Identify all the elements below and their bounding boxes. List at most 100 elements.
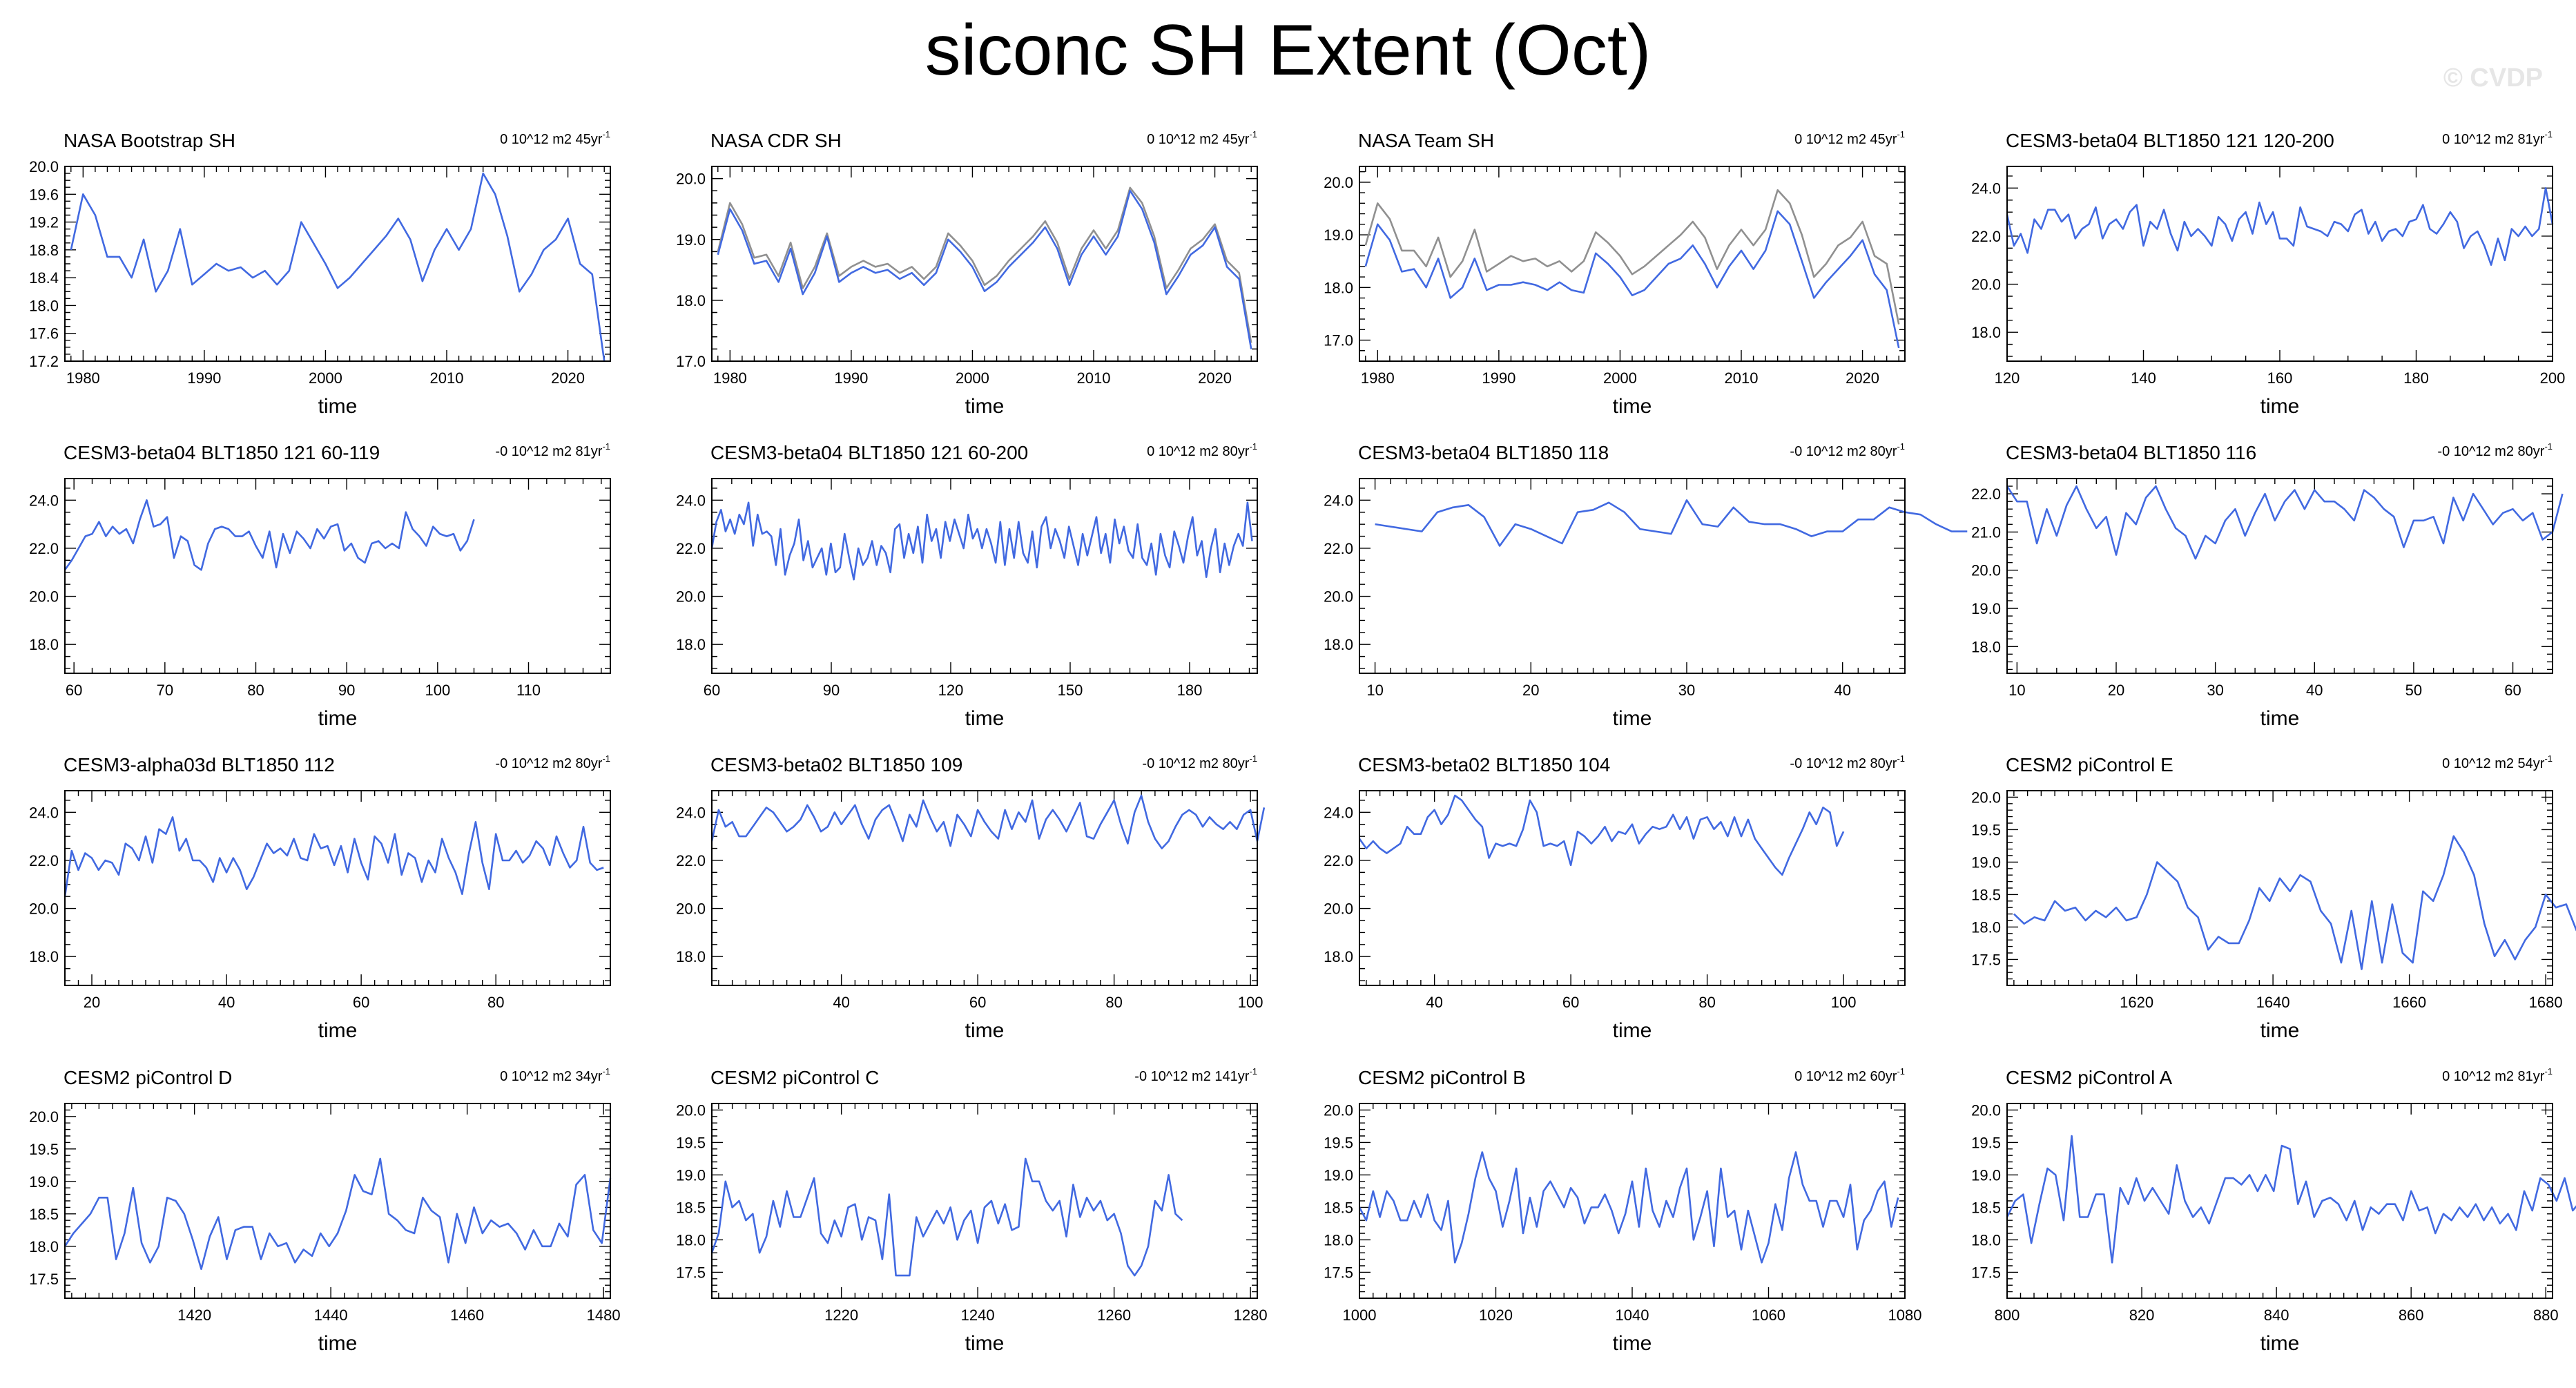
panel-1: NASA Bootstrap SH 0 10^12 m2 45yr-1 17.2 17… <box>29 129 611 418</box>
x-tick-label: 120 <box>938 682 964 699</box>
x-tick-label: 100 <box>425 682 450 699</box>
x-axis-label: time <box>2260 707 2300 730</box>
y-tick-label: 18.5 <box>1971 1199 2001 1216</box>
panel-trend: -0 10^12 m2 80yr-1 <box>495 753 610 771</box>
panel-trend: -0 10^12 m2 80yr-1 <box>1790 753 1905 771</box>
x-axis-label: time <box>965 707 1005 730</box>
panel-trend: 0 10^12 m2 81yr-1 <box>2442 1066 2553 1084</box>
panel-6: CESM3-beta04 BLT1850 121 60-200 0 10^12 m… <box>676 441 1258 730</box>
panel-12: CESM2 piControl E 0 10^12 m2 54yr-1 17.5 18… <box>1971 753 2576 1042</box>
x-tick-label: 2000 <box>309 369 342 387</box>
y-tick-label: 19.6 <box>29 186 59 203</box>
panel-trend: -0 10^12 m2 141yr-1 <box>1134 1066 1257 1084</box>
x-tick-label: 1060 <box>1752 1307 1785 1324</box>
y-tick-label: 22.0 <box>676 852 706 869</box>
y-tick-label: 20.0 <box>676 171 706 188</box>
x-tick-label: 860 <box>2399 1307 2424 1324</box>
panel-title: NASA Bootstrap SH <box>64 130 235 151</box>
x-tick-label: 1000 <box>1343 1307 1377 1324</box>
panel-4: CESM3-beta04 BLT1850 121 120-200 0 10^12 … <box>1971 129 2565 418</box>
y-tick-label: 18.5 <box>1324 1199 1353 1216</box>
y-tick-label: 20.0 <box>1324 1101 1353 1119</box>
plot-frame <box>2006 166 2553 362</box>
x-tick-label: 10 <box>1366 682 1383 699</box>
x-tick-label: 100 <box>1831 994 1857 1011</box>
y-tick-label: 17.6 <box>29 325 59 343</box>
x-tick-label: 1680 <box>2529 994 2563 1011</box>
y-tick-label: 22.0 <box>1324 852 1353 869</box>
y-tick-label: 18.0 <box>29 636 59 653</box>
y-tick-label: 17.0 <box>1324 332 1353 349</box>
y-tick-label: 22.0 <box>1324 540 1353 557</box>
panel-trend: 0 10^12 m2 45yr-1 <box>1794 129 1905 147</box>
y-tick-label: 18.0 <box>1324 636 1353 653</box>
y-tick-label: 20.0 <box>29 900 59 918</box>
series-line <box>710 501 1253 581</box>
x-tick-label: 160 <box>2267 369 2293 387</box>
x-axis-label: time <box>965 395 1005 418</box>
y-tick-label: 18.8 <box>29 242 59 259</box>
y-tick-label: 22.0 <box>29 540 59 557</box>
series-line <box>64 499 475 571</box>
x-tick-label: 40 <box>218 994 235 1011</box>
tick-marks <box>2007 790 2553 986</box>
tick-marks <box>2006 166 2553 361</box>
y-tick-label: 18.0 <box>29 1238 59 1255</box>
plot-frame <box>1359 1103 1906 1299</box>
panel-9: CESM3-alpha03d BLT1850 112 -0 10^12 m2 80… <box>29 753 611 1042</box>
panel-title: CESM3-beta02 BLT1850 109 <box>710 754 962 775</box>
y-tick-label: 17.5 <box>1971 951 2001 968</box>
panel-trend: 0 10^12 m2 81yr-1 <box>2442 129 2553 147</box>
series-line <box>1364 210 1900 349</box>
y-tick-label: 18.0 <box>1971 918 2001 936</box>
x-tick-label: 80 <box>247 682 264 699</box>
series-line <box>710 1157 1183 1277</box>
plot-frame <box>64 478 611 674</box>
panel-title: NASA CDR SH <box>710 130 842 151</box>
y-tick-label: 19.0 <box>1324 1166 1353 1184</box>
plot-frame <box>64 790 611 986</box>
x-tick-label: 90 <box>823 682 840 699</box>
x-tick-label: 1240 <box>961 1307 995 1324</box>
x-tick-label: 90 <box>338 682 355 699</box>
y-tick-label: 18.0 <box>676 1231 706 1249</box>
y-tick-label: 22.0 <box>1971 228 2001 245</box>
panel-14: CESM2 piControl C -0 10^12 m2 141yr-1 17.5… <box>676 1066 1267 1355</box>
plot-frame <box>711 166 1258 362</box>
y-tick-label: 19.0 <box>1324 226 1353 244</box>
series-line <box>1358 794 1845 876</box>
y-tick-label: 24.0 <box>1324 492 1353 509</box>
x-tick-label: 1990 <box>834 369 868 387</box>
panel-trend: -0 10^12 m2 80yr-1 <box>1790 441 1905 459</box>
tick-marks <box>712 1103 1257 1299</box>
y-tick-label: 19.0 <box>676 1166 706 1184</box>
x-tick-label: 80 <box>1105 994 1122 1011</box>
tick-marks <box>712 791 1257 985</box>
series-line <box>710 794 1266 849</box>
y-tick-label: 18.0 <box>1971 638 2001 655</box>
x-tick-label: 1020 <box>1479 1307 1513 1324</box>
y-tick-label: 20.0 <box>1971 789 2001 806</box>
axis-ticks <box>2007 790 2553 986</box>
tick-marks <box>711 479 1257 673</box>
plot-frame <box>2006 1103 2553 1299</box>
x-axis-label: time <box>2260 1332 2300 1355</box>
y-tick-label: 24.0 <box>1971 180 2001 197</box>
series-line <box>1375 499 1968 547</box>
x-tick-label: 1280 <box>1234 1307 1268 1324</box>
y-tick-label: 17.5 <box>1971 1264 2001 1281</box>
x-tick-label: 2000 <box>1603 369 1637 387</box>
y-tick-label: 20.0 <box>29 158 59 175</box>
x-axis-label: time <box>1613 1019 1652 1042</box>
x-tick-label: 2000 <box>956 369 989 387</box>
x-tick-label: 1480 <box>587 1307 621 1324</box>
x-axis-label: time <box>1613 1332 1652 1355</box>
y-tick-label: 19.5 <box>29 1141 59 1158</box>
series-line <box>1358 1151 1899 1264</box>
x-tick-label: 1260 <box>1097 1307 1131 1324</box>
tick-marks <box>65 479 610 673</box>
y-tick-label: 24.0 <box>29 492 59 509</box>
x-tick-label: 70 <box>157 682 173 699</box>
x-tick-label: 60 <box>2504 682 2521 699</box>
